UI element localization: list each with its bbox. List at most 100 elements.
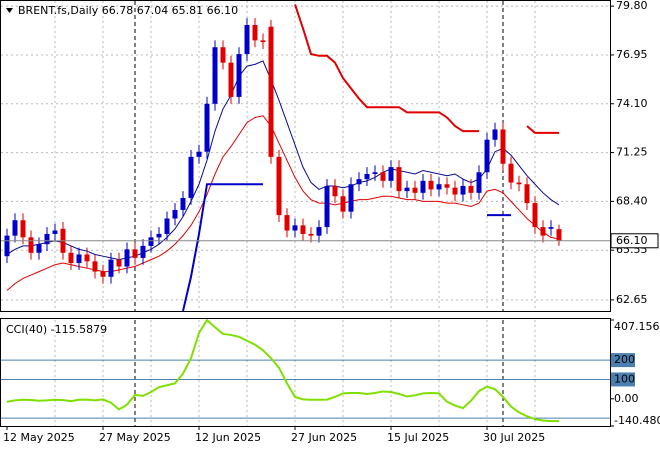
candle-body <box>436 184 442 190</box>
candle-body <box>108 259 114 277</box>
candle-body <box>508 163 514 183</box>
candle-body <box>164 218 170 234</box>
candle-body <box>276 156 282 216</box>
cci-line <box>6 319 560 423</box>
candle-body <box>204 103 210 152</box>
candle-body <box>356 179 362 185</box>
candle-body <box>532 203 538 228</box>
x-tick-label: 12 Jun 2025 <box>195 431 261 444</box>
candle-body <box>484 139 490 173</box>
candle-body <box>44 233 50 245</box>
x-tick-label: 12 May 2025 <box>3 431 75 444</box>
candle-body <box>244 24 250 55</box>
candle-body <box>116 259 122 267</box>
candle-body <box>340 196 346 212</box>
candle-body <box>516 182 522 185</box>
candle-body <box>292 225 298 231</box>
candle-body <box>188 156 194 198</box>
candle-body <box>36 244 42 253</box>
candle-body <box>540 227 546 236</box>
candle-body <box>76 254 82 264</box>
candle-body <box>492 129 498 140</box>
candle-body <box>404 187 410 192</box>
candle-body <box>148 237 154 246</box>
y-tick-label: 79.80 <box>616 0 648 12</box>
candle-body <box>316 227 322 236</box>
overlay-line <box>526 125 559 134</box>
candle-body <box>260 40 266 43</box>
candle-body <box>68 252 74 264</box>
y-tick-label: 71.25 <box>616 146 648 159</box>
indicator-title: CCI(40) -115.5879 <box>6 323 107 336</box>
y-tick-label: 68.40 <box>616 194 648 207</box>
x-tick-label: 27 May 2025 <box>99 431 171 444</box>
y-tick-label: 74.10 <box>616 97 648 110</box>
chart-title: BRENT.fs,Daily 66.78 67.04 65.81 66.10 <box>18 4 238 17</box>
candle-body <box>364 173 370 180</box>
overlay-line <box>6 115 560 291</box>
candle-body <box>180 197 186 210</box>
overlay-line <box>6 60 560 261</box>
candle-body <box>388 167 394 181</box>
candle-body <box>140 245 146 258</box>
y-tick-label: -140.480 <box>614 414 660 427</box>
y-tick-label: 100 <box>614 372 635 385</box>
candle-body <box>84 254 90 262</box>
candle-body <box>460 185 466 195</box>
candle-body <box>284 215 290 231</box>
candle-body <box>332 185 338 197</box>
candle-body <box>196 151 202 157</box>
candle-body <box>500 129 506 164</box>
candle-body <box>428 180 434 190</box>
cci-panel <box>0 318 611 427</box>
candle-body <box>132 249 138 258</box>
candle-body <box>220 47 226 63</box>
x-tick-label: 30 Jul 2025 <box>483 431 545 444</box>
candle-body <box>396 167 402 192</box>
level-label-box <box>611 372 635 387</box>
cci-plot <box>1 319 610 423</box>
x-tick-label: 27 Jun 2025 <box>291 431 357 444</box>
candle-body <box>12 220 18 236</box>
y-tick-label: 62.65 <box>616 293 648 306</box>
y-tick-label: 200 <box>614 353 635 366</box>
candle-body <box>412 187 418 193</box>
candle-body <box>308 233 314 236</box>
candle-body <box>444 184 450 188</box>
candle-body <box>252 24 258 41</box>
x-tick-label: 15 Jul 2025 <box>387 431 449 444</box>
candle-body <box>468 185 474 193</box>
candle-body <box>324 185 330 228</box>
candle-body <box>28 237 34 253</box>
y-tick-label: 407.156 <box>614 320 660 333</box>
candle-body <box>556 229 562 241</box>
candle-body <box>348 184 354 212</box>
candle-body <box>100 271 106 277</box>
candle-body <box>156 233 162 238</box>
candle-body <box>300 225 306 234</box>
last-price-box <box>610 233 659 249</box>
candle-body <box>52 230 58 234</box>
candle-body <box>524 184 530 204</box>
candle-body <box>4 235 10 257</box>
candle-body <box>212 47 218 104</box>
last-price-label: 66.10 <box>616 234 648 247</box>
main-plot <box>1 4 610 311</box>
candle-body <box>380 172 386 181</box>
candle-body <box>92 261 98 272</box>
candle-body <box>228 62 234 97</box>
main-panel <box>0 0 611 312</box>
candle-body <box>124 249 130 267</box>
menu-arrow <box>6 8 13 13</box>
candle-body <box>548 227 554 229</box>
candle-body <box>420 180 426 193</box>
candle-body <box>268 26 274 157</box>
candle-body <box>20 220 26 238</box>
level-label-box <box>611 353 635 368</box>
overlay-line <box>182 183 263 311</box>
y-tick-label: 0.00 <box>614 392 639 405</box>
candle-body <box>172 209 178 219</box>
candle-body <box>372 172 378 174</box>
